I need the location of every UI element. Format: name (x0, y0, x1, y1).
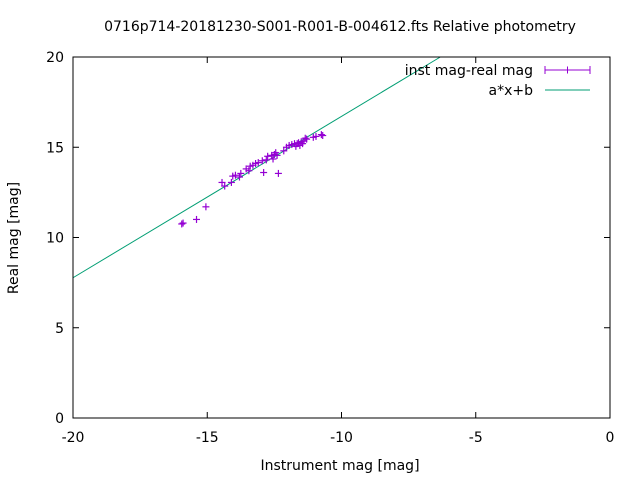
data-point (312, 132, 320, 140)
data-point (319, 132, 327, 140)
data-point (269, 155, 277, 163)
data-point (264, 152, 272, 160)
data-point (227, 178, 235, 186)
data-point (231, 171, 239, 179)
x-tick-label: -10 (330, 430, 353, 446)
data-point (260, 169, 268, 177)
data-point (202, 203, 210, 211)
data-point (179, 219, 187, 227)
y-tick-label: 15 (46, 140, 64, 156)
data-point (218, 178, 226, 186)
data-point (301, 134, 309, 142)
x-tick-label: 0 (606, 430, 615, 446)
x-tick-label: -15 (196, 430, 219, 446)
chart-title: 0716p714-20181230-S001-R001-B-004612.fts… (104, 19, 576, 35)
x-tick-label: -5 (469, 430, 483, 446)
y-tick-label: 10 (46, 231, 64, 247)
legend: inst mag-real mag a*x+b (405, 63, 591, 99)
x-axis: -20 -15 -10 -5 0 (62, 57, 615, 446)
data-point (273, 151, 281, 159)
data-point (221, 182, 229, 190)
fit-line (72, 56, 441, 279)
y-tick-label: 0 (55, 411, 64, 427)
data-point (245, 167, 253, 175)
plot-area (72, 56, 441, 279)
y-tick-label: 20 (46, 50, 64, 66)
y-axis-title: Real mag [mag] (6, 182, 22, 294)
x-axis-title: Instrument mag [mag] (260, 458, 419, 474)
x-tick-label: -20 (62, 430, 85, 446)
data-point (317, 131, 325, 139)
data-point (262, 156, 270, 164)
y-tick-label: 5 (55, 321, 64, 337)
y-axis: 0 5 10 15 20 (46, 50, 610, 427)
data-point (280, 147, 288, 155)
data-point (235, 173, 243, 181)
plot-frame (72, 56, 611, 419)
data-point (237, 169, 245, 177)
data-point (274, 169, 282, 177)
data-point (254, 159, 262, 167)
legend-label-fit: a*x+b (489, 83, 534, 99)
legend-label-inst-mag: inst mag-real mag (405, 63, 533, 79)
legend-sample-inst-mag (544, 66, 591, 74)
data-point (258, 157, 266, 165)
data-point (193, 215, 201, 223)
data-point (178, 220, 186, 228)
data-point (303, 135, 311, 143)
